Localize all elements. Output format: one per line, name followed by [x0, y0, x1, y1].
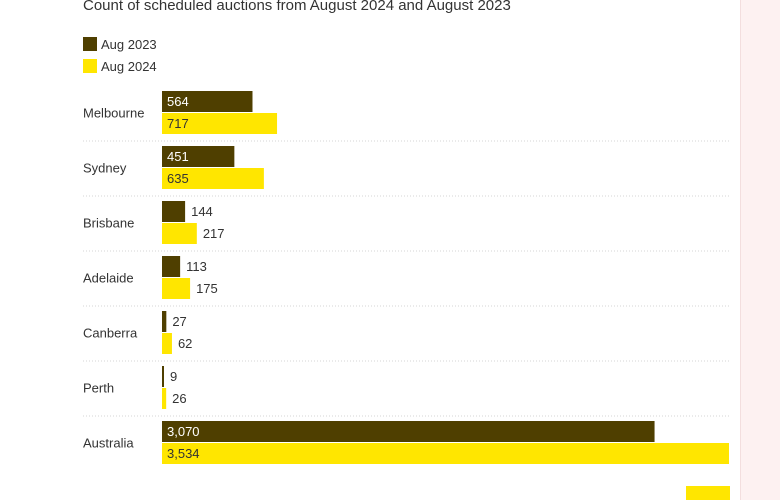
legend-label-aug-2023: Aug 2023	[101, 36, 157, 52]
data-label-melbourne-aug-2023: 564	[167, 94, 189, 109]
category-label-australia: Australia	[83, 435, 134, 450]
bar-sydney-aug-2023	[162, 146, 235, 167]
bar-sydney-aug-2024	[162, 168, 264, 189]
category-label-melbourne: Melbourne	[83, 105, 144, 120]
legend-item-aug-2023: Aug 2023	[83, 33, 157, 55]
right-edge-panel	[740, 0, 780, 500]
bar-melbourne-aug-2024	[162, 113, 278, 134]
bar-adelaide-aug-2023	[162, 256, 181, 277]
category-label-adelaide: Adelaide	[83, 270, 134, 285]
data-label-melbourne-aug-2024: 717	[167, 116, 189, 131]
category-label-canberra: Canberra	[83, 325, 138, 340]
bar-brisbane-aug-2023	[162, 201, 186, 222]
data-label-canberra-aug-2024: 62	[178, 336, 192, 351]
bar-australia-aug-2023	[162, 421, 655, 442]
legend-label-aug-2024: Aug 2024	[101, 58, 157, 74]
bar-canberra-aug-2024	[162, 333, 172, 354]
data-label-perth-aug-2023: 9	[170, 369, 177, 384]
chart-legend: Aug 2023 Aug 2024	[83, 33, 157, 77]
right-edge-divider	[740, 0, 741, 500]
data-label-australia-aug-2024: 3,534	[167, 446, 200, 461]
legend-item-aug-2024: Aug 2024	[83, 55, 157, 77]
bar-perth-aug-2024	[162, 388, 167, 409]
data-label-australia-aug-2023: 3,070	[167, 424, 200, 439]
data-label-brisbane-aug-2023: 144	[191, 204, 213, 219]
bar-perth-aug-2023	[162, 366, 164, 387]
bar-adelaide-aug-2024	[162, 278, 191, 299]
chart-subtitle: Count of scheduled auctions from August …	[83, 0, 511, 14]
category-label-sydney: Sydney	[83, 160, 127, 175]
data-label-adelaide-aug-2024: 175	[196, 281, 218, 296]
bar-australia-aug-2024	[162, 443, 729, 464]
bar-canberra-aug-2023	[162, 311, 167, 332]
category-label-perth: Perth	[83, 380, 114, 395]
data-label-perth-aug-2024: 26	[172, 391, 186, 406]
data-label-sydney-aug-2023: 451	[167, 149, 189, 164]
bar-melbourne-aug-2023	[162, 91, 253, 112]
data-label-brisbane-aug-2024: 217	[203, 226, 225, 241]
data-label-adelaide-aug-2023: 113	[186, 259, 207, 274]
corner-block	[686, 486, 730, 500]
category-label-brisbane: Brisbane	[83, 215, 134, 230]
legend-swatch-aug-2024	[83, 59, 97, 73]
data-label-canberra-aug-2023: 27	[172, 314, 186, 329]
data-label-sydney-aug-2024: 635	[167, 171, 189, 186]
bar-brisbane-aug-2024	[162, 223, 197, 244]
legend-swatch-aug-2023	[83, 37, 97, 51]
